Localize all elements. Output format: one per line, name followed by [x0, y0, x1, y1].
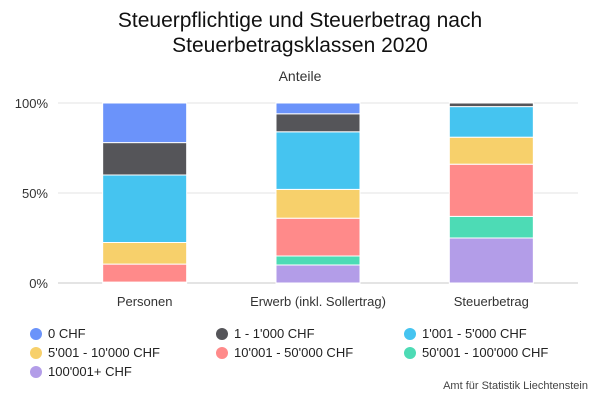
- bar-stacks: [102, 102, 534, 284]
- chart-subtitle: Anteile: [278, 68, 322, 84]
- bar-segment[interactable]: [102, 102, 188, 144]
- legend-label: 50'001 - 100'000 CHF: [422, 345, 549, 360]
- legend-label: 0 CHF: [48, 326, 86, 341]
- bar-segment[interactable]: [275, 188, 361, 219]
- legend-swatch-icon: [216, 347, 228, 359]
- x-tick-label: Steuerbetrag: [454, 294, 529, 309]
- bar-segment[interactable]: [448, 237, 534, 284]
- legend-swatch-icon: [404, 328, 416, 340]
- source-credit: Amt für Statistik Liechtenstein: [443, 380, 588, 392]
- bar-segment[interactable]: [102, 263, 188, 283]
- legend-swatch-icon: [30, 366, 42, 378]
- y-tick-label: 50%: [22, 186, 48, 201]
- bar-segment[interactable]: [275, 217, 361, 257]
- bar-segment[interactable]: [448, 102, 534, 108]
- legend-item[interactable]: 50'001 - 100'000 CHF: [404, 345, 548, 360]
- legend-label: 10'001 - 50'000 CHF: [234, 345, 354, 360]
- legend-label: 1 - 1'000 CHF: [234, 326, 315, 341]
- stacked-bar-chart: 0% 50% 100% Personen Erwerb (inkl. Sollertr…: [15, 96, 578, 309]
- bar-segment[interactable]: [275, 264, 361, 284]
- y-tick-label: 100%: [15, 96, 49, 111]
- x-tick-label: Erwerb (inkl. Sollertrag): [250, 294, 386, 309]
- legend-label: 100'001+ CHF: [48, 364, 132, 379]
- legend-item[interactable]: 1'001 - 5'000 CHF: [404, 326, 527, 341]
- x-tick-label: Personen: [117, 294, 173, 309]
- bar-segment[interactable]: [448, 106, 534, 138]
- bar-segment[interactable]: [275, 102, 361, 115]
- bar-segment[interactable]: [275, 255, 361, 266]
- legend-item[interactable]: 0 CHF: [30, 326, 86, 341]
- y-tick-label: 0%: [29, 276, 48, 291]
- legend-swatch-icon: [30, 328, 42, 340]
- y-axis-ticks: 0% 50% 100%: [15, 96, 49, 291]
- chart-title-line-1: Steuerpflichtige und Steuerbetrag nach: [117, 9, 483, 32]
- chart-title-line-2: Steuerbetragsklassen 2020: [172, 34, 428, 57]
- bar-segment[interactable]: [102, 242, 188, 265]
- legend-item[interactable]: 1 - 1'000 CHF: [216, 326, 315, 341]
- legend-swatch-icon: [404, 347, 416, 359]
- bar-segment[interactable]: [448, 136, 534, 165]
- legend-label: 5'001 - 10'000 CHF: [48, 345, 160, 360]
- legend-item[interactable]: 10'001 - 50'000 CHF: [216, 345, 353, 360]
- x-axis-ticks: Personen Erwerb (inkl. Sollertrag) Steuerb…: [117, 294, 529, 309]
- legend-swatch-icon: [216, 328, 228, 340]
- bar-segment[interactable]: [102, 174, 188, 243]
- bar-segment[interactable]: [275, 113, 361, 133]
- bar-segment[interactable]: [448, 163, 534, 217]
- legend-item[interactable]: 5'001 - 10'000 CHF: [30, 345, 160, 360]
- legend-swatch-icon: [30, 347, 42, 359]
- bar-segment[interactable]: [275, 131, 361, 190]
- legend-label: 1'001 - 5'000 CHF: [422, 326, 527, 341]
- bar-segment[interactable]: [448, 215, 534, 239]
- bar-segment[interactable]: [102, 142, 188, 176]
- legend-item[interactable]: 100'001+ CHF: [30, 364, 132, 379]
- chart-title: Steuerpflichtige und Steuerbetrag nach S…: [0, 8, 600, 58]
